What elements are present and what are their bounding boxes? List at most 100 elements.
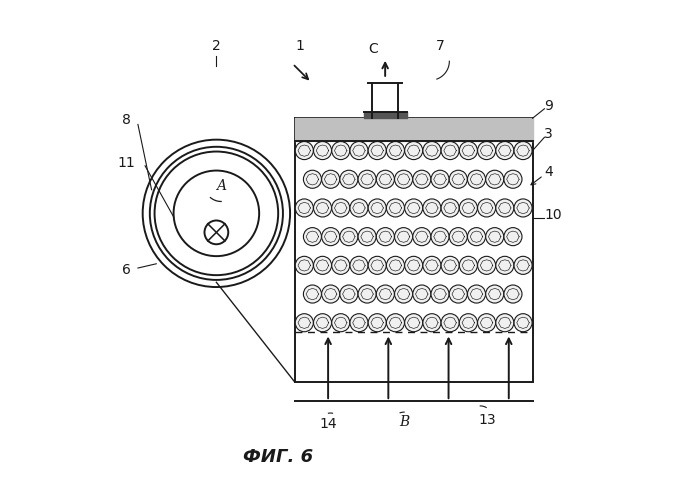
Circle shape [350,314,368,332]
Circle shape [459,314,477,332]
Circle shape [468,286,486,303]
Circle shape [368,200,387,217]
Circle shape [322,286,340,303]
Circle shape [358,228,376,246]
Circle shape [514,200,532,217]
Circle shape [449,286,468,303]
Circle shape [405,257,423,275]
Text: 6: 6 [122,262,131,276]
Circle shape [332,257,350,275]
Circle shape [504,228,522,246]
Circle shape [358,171,376,189]
Circle shape [459,257,477,275]
Circle shape [340,228,358,246]
Text: 14: 14 [319,417,337,431]
Circle shape [368,142,387,160]
Circle shape [468,228,486,246]
Circle shape [423,314,441,332]
Circle shape [496,200,514,217]
Circle shape [431,171,449,189]
Circle shape [449,228,468,246]
Circle shape [358,286,376,303]
Text: 10: 10 [545,208,562,222]
Circle shape [477,142,496,160]
Circle shape [350,257,368,275]
Circle shape [423,200,441,217]
Circle shape [496,257,514,275]
Circle shape [431,286,449,303]
Circle shape [431,228,449,246]
Text: 13: 13 [479,412,496,426]
Circle shape [413,171,431,189]
Circle shape [496,142,514,160]
Circle shape [394,286,412,303]
Circle shape [486,228,504,246]
Circle shape [394,228,412,246]
Circle shape [332,200,350,217]
Circle shape [295,142,313,160]
Circle shape [314,200,331,217]
Text: 4: 4 [545,165,553,179]
Circle shape [486,286,504,303]
Circle shape [514,257,532,275]
Circle shape [387,314,405,332]
Circle shape [387,142,405,160]
Circle shape [376,228,394,246]
Circle shape [423,257,441,275]
Circle shape [368,257,387,275]
Circle shape [441,257,459,275]
Circle shape [405,142,423,160]
Circle shape [376,286,394,303]
Circle shape [477,257,496,275]
Circle shape [413,286,431,303]
Circle shape [441,314,459,332]
Text: 8: 8 [122,113,131,127]
Circle shape [423,142,441,160]
Circle shape [504,286,522,303]
Circle shape [413,228,431,246]
Circle shape [295,314,313,332]
Text: 3: 3 [545,127,553,141]
Circle shape [314,142,331,160]
Text: 9: 9 [545,98,554,112]
Circle shape [394,171,412,189]
Circle shape [368,314,387,332]
Text: A: A [216,179,226,192]
Text: 7: 7 [435,39,444,53]
Circle shape [468,171,486,189]
Circle shape [322,228,340,246]
Text: 2: 2 [212,39,221,53]
Circle shape [314,314,331,332]
Text: 1: 1 [295,39,304,53]
Circle shape [295,200,313,217]
Text: B: B [399,414,410,428]
Text: 11: 11 [117,156,135,169]
Circle shape [303,171,322,189]
Circle shape [486,171,504,189]
Circle shape [350,142,368,160]
Circle shape [314,257,331,275]
Circle shape [303,228,322,246]
Circle shape [477,314,496,332]
Circle shape [387,257,405,275]
Circle shape [405,314,423,332]
Circle shape [514,314,532,332]
Circle shape [332,142,350,160]
Circle shape [340,171,358,189]
Text: C: C [368,42,378,56]
Circle shape [477,200,496,217]
Circle shape [340,286,358,303]
Circle shape [332,314,350,332]
Circle shape [459,200,477,217]
Circle shape [350,200,368,217]
Circle shape [405,200,423,217]
Circle shape [504,171,522,189]
Circle shape [441,142,459,160]
Circle shape [376,171,394,189]
Circle shape [441,200,459,217]
Circle shape [449,171,468,189]
Text: ФИГ. 6: ФИГ. 6 [243,447,313,465]
Circle shape [496,314,514,332]
Circle shape [387,200,405,217]
Bar [295,119,533,383]
